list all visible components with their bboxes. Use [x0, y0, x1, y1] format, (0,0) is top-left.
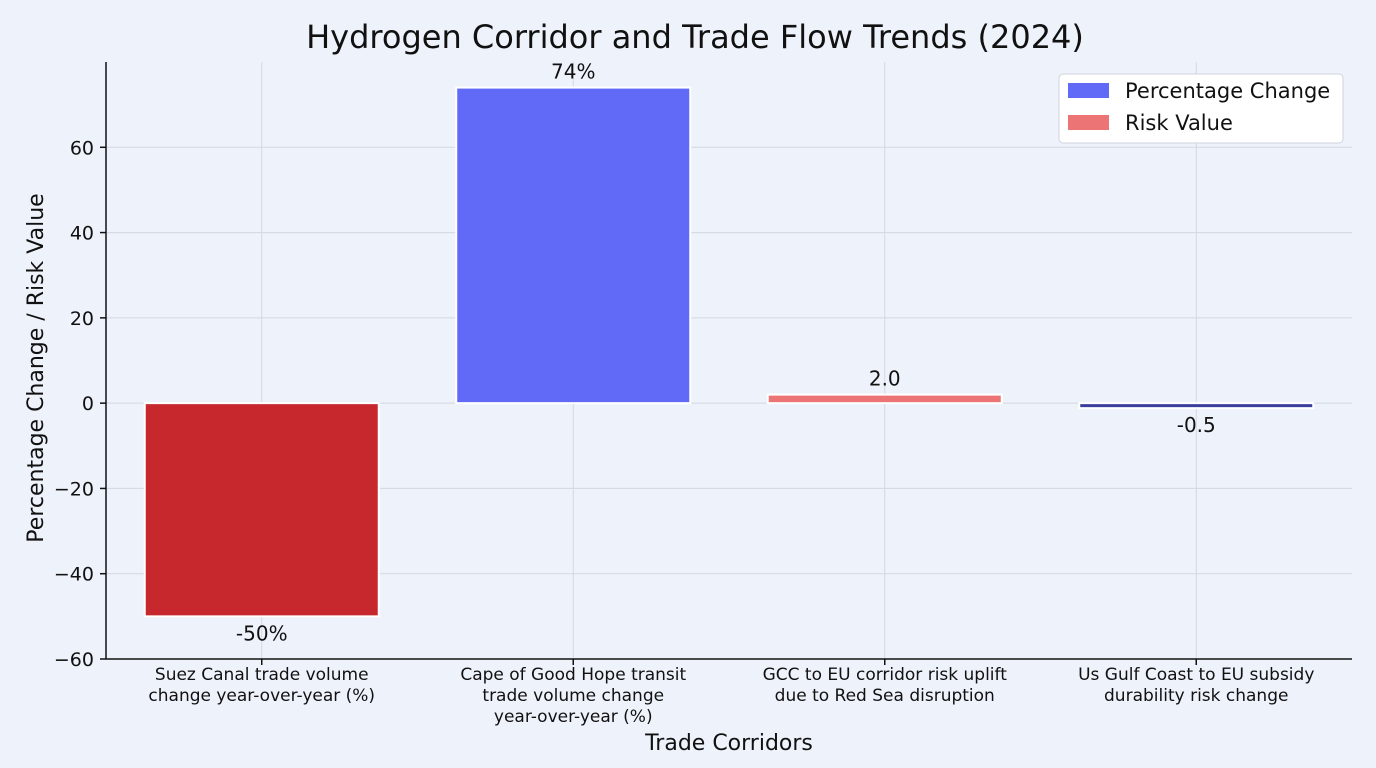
legend-box — [1058, 73, 1344, 144]
y-tick-label: −60 — [54, 649, 94, 671]
legend-swatch — [1068, 115, 1109, 130]
x-tick-label: GCC to EU corridor risk uplift due to Red… — [763, 665, 1008, 706]
legend-label: Percentage Change — [1125, 79, 1330, 103]
x-axis-label: Trade Corridors — [644, 731, 813, 756]
y-axis-label: Percentage Change / Risk Value — [24, 193, 49, 542]
y-tick-label: 20 — [70, 308, 94, 330]
labels: −60 −40 −20 0 20 40 60 -50% 74% 2.0 -0.5 Suez Canal… — [54, 60, 1315, 727]
data-label: 74% — [551, 60, 595, 84]
y-tick-label: 60 — [70, 137, 94, 159]
legend-label: Risk Value — [1125, 111, 1233, 135]
y-tick-label: 0 — [82, 393, 94, 415]
y-tick-label: 40 — [70, 223, 94, 245]
legend: Percentage Change Risk Value — [1058, 73, 1344, 144]
y-tick-label: −40 — [54, 564, 94, 586]
y-tick-label: −20 — [54, 478, 94, 500]
x-tick-label: Cape of Good Hope transit trade volume ch… — [460, 665, 686, 727]
x-tick-label: Us Gulf Coast to EU subsidy durability ri… — [1078, 665, 1314, 706]
chart-title: Hydrogen Corridor and Trade Flow Trends … — [306, 18, 1084, 56]
legend-swatch — [1068, 83, 1109, 98]
x-tick-label: Suez Canal trade volume change year-over-… — [148, 665, 375, 706]
bar — [143, 402, 380, 618]
data-label: -0.5 — [1177, 413, 1216, 437]
bar — [1078, 402, 1315, 410]
axes — [100, 62, 1352, 665]
bar — [766, 393, 1003, 405]
bar — [455, 86, 692, 405]
data-label: -50% — [236, 621, 288, 645]
bars — [143, 86, 1315, 618]
data-label: 2.0 — [869, 367, 901, 391]
